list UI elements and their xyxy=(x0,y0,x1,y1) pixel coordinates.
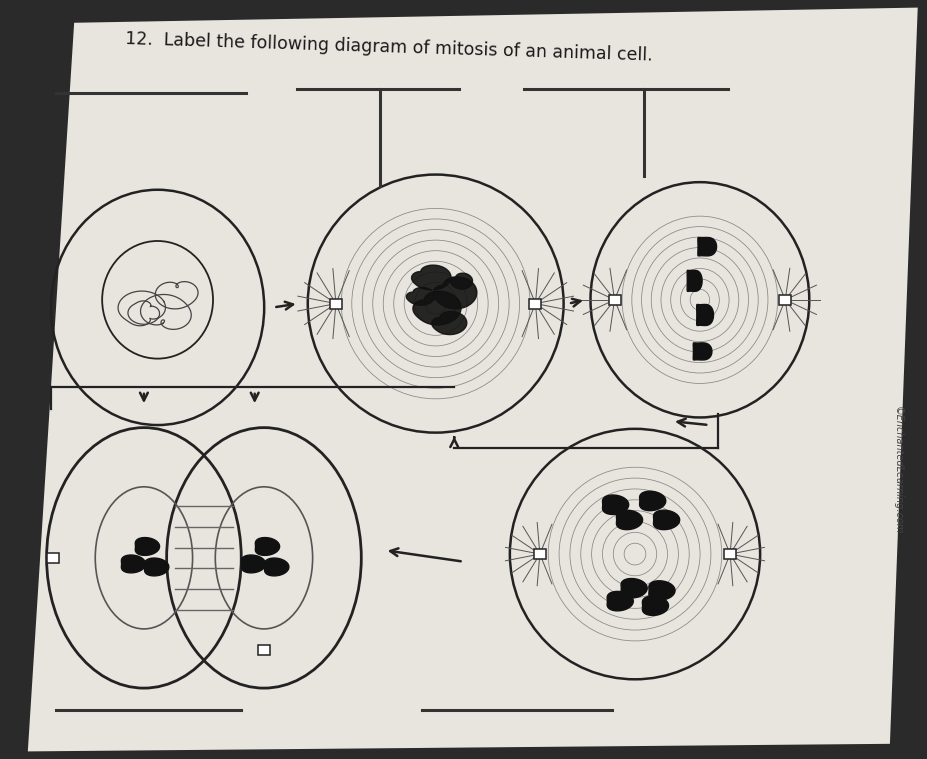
Polygon shape xyxy=(433,277,476,309)
Polygon shape xyxy=(412,265,451,290)
Polygon shape xyxy=(241,555,266,573)
Polygon shape xyxy=(451,273,473,289)
Bar xyxy=(780,294,792,304)
Polygon shape xyxy=(640,491,666,511)
Polygon shape xyxy=(621,578,647,598)
Polygon shape xyxy=(603,495,629,515)
Polygon shape xyxy=(698,238,717,256)
Polygon shape xyxy=(687,270,702,291)
Bar xyxy=(330,298,342,308)
Polygon shape xyxy=(255,537,280,556)
Polygon shape xyxy=(607,591,633,611)
Bar xyxy=(258,644,270,654)
Polygon shape xyxy=(145,558,169,576)
Bar xyxy=(47,553,59,563)
Polygon shape xyxy=(697,304,714,326)
Polygon shape xyxy=(264,558,289,576)
Polygon shape xyxy=(654,510,679,530)
Polygon shape xyxy=(432,311,467,335)
Polygon shape xyxy=(406,288,435,305)
Text: ©EnchantedLearning.com: ©EnchantedLearning.com xyxy=(893,406,902,535)
Bar xyxy=(534,550,546,559)
Polygon shape xyxy=(121,555,146,573)
Bar xyxy=(529,298,541,308)
Polygon shape xyxy=(28,8,918,751)
Polygon shape xyxy=(413,291,461,325)
Text: 12.  Label the following diagram of mitosis of an animal cell.: 12. Label the following diagram of mitos… xyxy=(125,30,654,65)
Polygon shape xyxy=(135,537,159,556)
Polygon shape xyxy=(616,510,642,530)
Polygon shape xyxy=(642,596,668,616)
Polygon shape xyxy=(693,343,712,360)
Polygon shape xyxy=(649,581,675,600)
Bar xyxy=(724,550,736,559)
Bar xyxy=(608,294,620,304)
